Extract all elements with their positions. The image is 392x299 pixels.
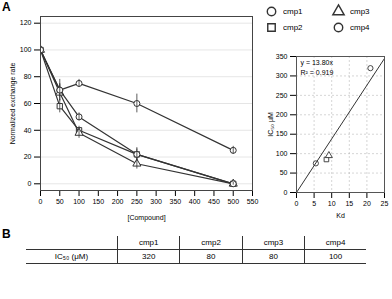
svg-text:200: 200 [276,111,288,118]
svg-text:250: 250 [131,198,143,205]
svg-text:Kd: Kd [336,212,345,219]
svg-text:250: 250 [276,92,288,99]
svg-text:150: 150 [92,198,104,205]
html-text:80: 80 [206,252,216,261]
html-text:cmp3: cmp3 [350,7,370,16]
svg-text:50: 50 [280,169,288,176]
html-text:cmp1: cmp1 [283,7,303,16]
svg-text:60: 60 [24,100,32,107]
svg-text:200: 200 [112,198,124,205]
html-text:cmp3: cmp3 [263,238,284,247]
svg-text:120: 120 [20,19,32,26]
svg-text:80: 80 [24,73,32,80]
svg-text:100: 100 [73,198,85,205]
svg-text:0: 0 [284,189,288,196]
svg-text:400: 400 [189,198,201,205]
svg-text:100: 100 [20,46,32,53]
html-text:cmp2: cmp2 [201,238,221,247]
svg-text:10: 10 [328,200,336,207]
svg-text:450: 450 [208,198,220,205]
html-text:cmp1: cmp1 [138,238,159,247]
svg-text:R² = 0.919: R² = 0.919 [301,69,334,76]
svg-text:0: 0 [295,200,299,207]
svg-text:20: 20 [24,153,32,160]
html-text:100: 100 [328,252,343,261]
svg-text:5: 5 [312,200,316,207]
svg-text:15: 15 [345,200,353,207]
svg-text:100: 100 [276,150,288,157]
html-text:A: A [2,0,11,14]
html-text:320: 320 [142,252,156,261]
html-text:80: 80 [269,252,278,261]
svg-text:150: 150 [276,130,288,137]
svg-text:25: 25 [381,200,389,207]
svg-text:350: 350 [276,53,288,60]
svg-text:500: 500 [227,198,239,205]
html-text:cmp2: cmp2 [283,23,303,32]
html-text:cmp4: cmp4 [325,238,346,247]
svg-text:y = 13.80x: y = 13.80x [301,59,334,67]
svg-text:IC₅₀ µM: IC₅₀ µM [267,112,275,137]
svg-text:[Compound]: [Compound] [127,214,165,222]
svg-text:550: 550 [247,198,259,205]
html-text:IC₅₀ (μM): IC₅₀ (μM) [54,252,89,261]
svg-text:300: 300 [276,72,288,79]
svg-text:300: 300 [150,198,162,205]
svg-text:350: 350 [170,198,182,205]
svg-text:0: 0 [28,180,32,187]
svg-text:0: 0 [39,198,43,205]
html-text:B: B [2,227,11,241]
svg-text:40: 40 [24,127,32,134]
svg-text:Normalized exchange rate: Normalized exchange rate [9,63,17,145]
svg-text:50: 50 [56,198,64,205]
svg-text:20: 20 [363,200,371,207]
html-text:cmp4: cmp4 [350,23,370,32]
